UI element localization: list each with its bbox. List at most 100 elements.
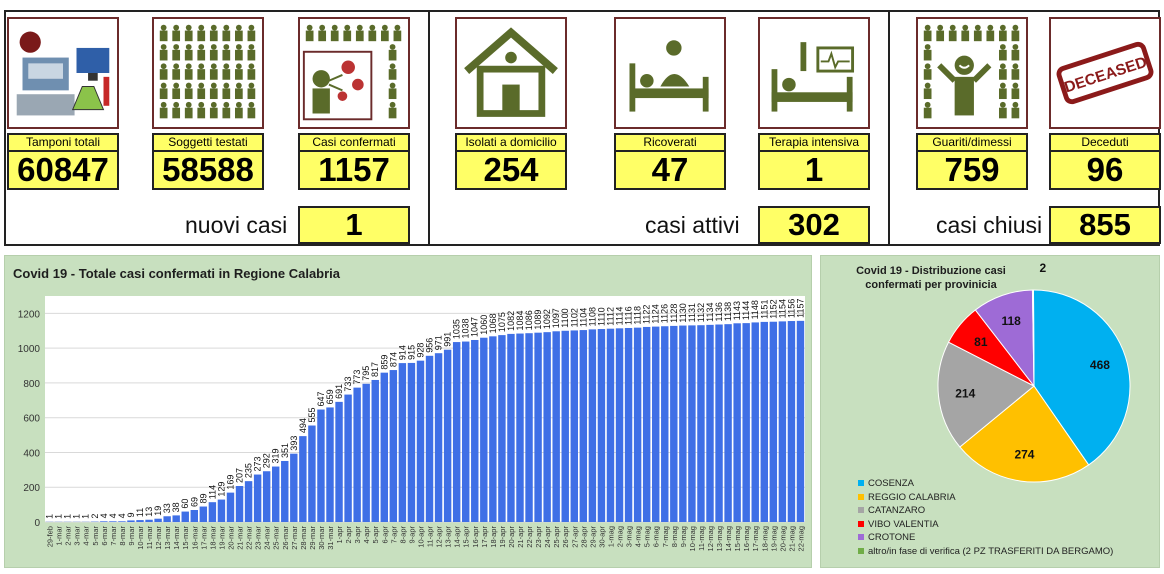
deceased-stamp-icon: DECEASED	[1049, 17, 1161, 129]
data-label: 1100	[560, 308, 570, 327]
bar	[688, 325, 696, 522]
plot-area	[45, 296, 805, 522]
bar	[434, 353, 443, 522]
data-label: 1116	[624, 306, 634, 325]
data-label: 1138	[723, 302, 733, 321]
y-tick-label: 1000	[18, 344, 41, 355]
card-terapia-intensiva: Terapia intensiva 1	[758, 17, 870, 190]
bar	[308, 425, 316, 522]
bar	[471, 339, 479, 522]
bar	[751, 322, 759, 522]
person-figure-icon	[159, 101, 168, 119]
person-figure-icon	[247, 82, 256, 100]
data-label: 971	[434, 335, 444, 350]
bar	[597, 329, 606, 522]
legend-entry: altro/in fase di verifica (2 PZ TRASFERI…	[858, 546, 1113, 557]
x-tick-label: 8-apr	[398, 526, 407, 544]
person-figure-icon	[247, 101, 256, 119]
person-figure-icon	[209, 101, 218, 119]
bar	[543, 332, 551, 522]
card-value: 254	[455, 152, 567, 190]
data-label: 19	[153, 506, 163, 516]
bar	[190, 510, 198, 522]
y-tick-label: 0	[34, 518, 40, 529]
x-tick-label: 18-apr	[489, 526, 498, 548]
person-figure-icon	[986, 24, 995, 42]
card-value: 1157	[298, 152, 410, 190]
data-label: 1110	[596, 307, 606, 326]
x-tick-label: 9-mag	[679, 526, 688, 547]
bar	[706, 324, 714, 522]
person-figure-icon	[197, 44, 206, 61]
bar	[226, 492, 235, 522]
x-tick-label: 31-mar	[326, 526, 335, 550]
card-label: Terapia intensiva	[758, 133, 870, 152]
bar	[606, 328, 615, 522]
data-label: 1154	[777, 299, 787, 318]
data-label: 1	[54, 514, 64, 519]
data-label: 1035	[452, 319, 462, 339]
x-tick-label: 24-apr	[543, 526, 552, 548]
legend-label: COSENZA	[868, 478, 914, 489]
data-label: 1104	[578, 308, 588, 327]
x-tick-label: 18-mar	[208, 526, 217, 550]
bar	[480, 337, 488, 522]
y-tick-label: 800	[23, 379, 40, 390]
bar	[670, 325, 678, 522]
x-tick-label: 11-apr	[426, 525, 435, 547]
x-tick-label: 1-mag	[606, 526, 615, 547]
person-figure-icon	[209, 24, 218, 42]
x-tick-label: 18-mag	[760, 526, 769, 551]
bar	[244, 481, 253, 522]
person-figure-icon	[172, 101, 181, 119]
data-label: 1134	[705, 302, 715, 321]
casi-chiusi-value: 855	[1049, 206, 1161, 244]
person-figure-icon	[388, 44, 397, 61]
bar	[769, 321, 778, 522]
bar	[371, 379, 379, 522]
bar	[452, 342, 461, 522]
x-tick-label: 21-apr	[516, 526, 525, 548]
data-label: 1047	[470, 317, 480, 337]
data-label: 1108	[587, 307, 597, 326]
x-tick-label: 5-mag	[643, 526, 652, 547]
pie-slice	[937, 341, 1035, 448]
bar	[525, 333, 533, 522]
pie-slice	[1031, 289, 1035, 387]
x-tick-label: 19-mar	[217, 526, 226, 550]
slice-label: 118	[1001, 314, 1021, 328]
bar	[299, 436, 307, 522]
person-figure-icon	[388, 101, 397, 119]
x-tick-label: 23-mar	[254, 526, 263, 550]
casi-attivi-value: 302	[758, 206, 870, 244]
x-tick-label: 27-mar	[290, 526, 299, 550]
bar-chart-area: Covid 19 - Totale casi confermati in Reg…	[4, 255, 812, 568]
person-figure-icon	[197, 82, 206, 100]
x-tick-label: 4-mag	[634, 526, 643, 547]
slice-label: 2	[1039, 261, 1046, 275]
legend-swatch	[858, 520, 864, 527]
x-tick-label: 9-mar	[127, 526, 136, 546]
bar	[235, 486, 244, 522]
bar	[398, 363, 407, 522]
x-tick-label: 5-apr	[371, 526, 380, 544]
bar	[199, 506, 208, 522]
person-figure-icon	[923, 44, 932, 61]
x-tick-label: 14-apr	[453, 526, 462, 548]
person-figure-icon	[247, 24, 256, 42]
data-label: 1	[81, 514, 91, 519]
bar	[416, 360, 425, 522]
bar	[552, 331, 560, 522]
person-figure-icon	[209, 63, 218, 80]
data-label: 69	[189, 497, 199, 507]
y-tick-label: 400	[23, 448, 40, 459]
person-figure-icon	[235, 44, 243, 61]
x-tick-label: 12-mag	[706, 526, 715, 551]
slice-label: 274	[1014, 447, 1034, 461]
x-tick-label: 23-apr	[534, 526, 543, 548]
x-tick-label: 3-apr	[353, 526, 362, 544]
card-value: 58588	[152, 152, 264, 190]
x-tick-label: 30-apr	[597, 526, 606, 548]
x-tick-label: 28-mar	[299, 526, 308, 550]
y-tick-label: 600	[23, 414, 40, 425]
